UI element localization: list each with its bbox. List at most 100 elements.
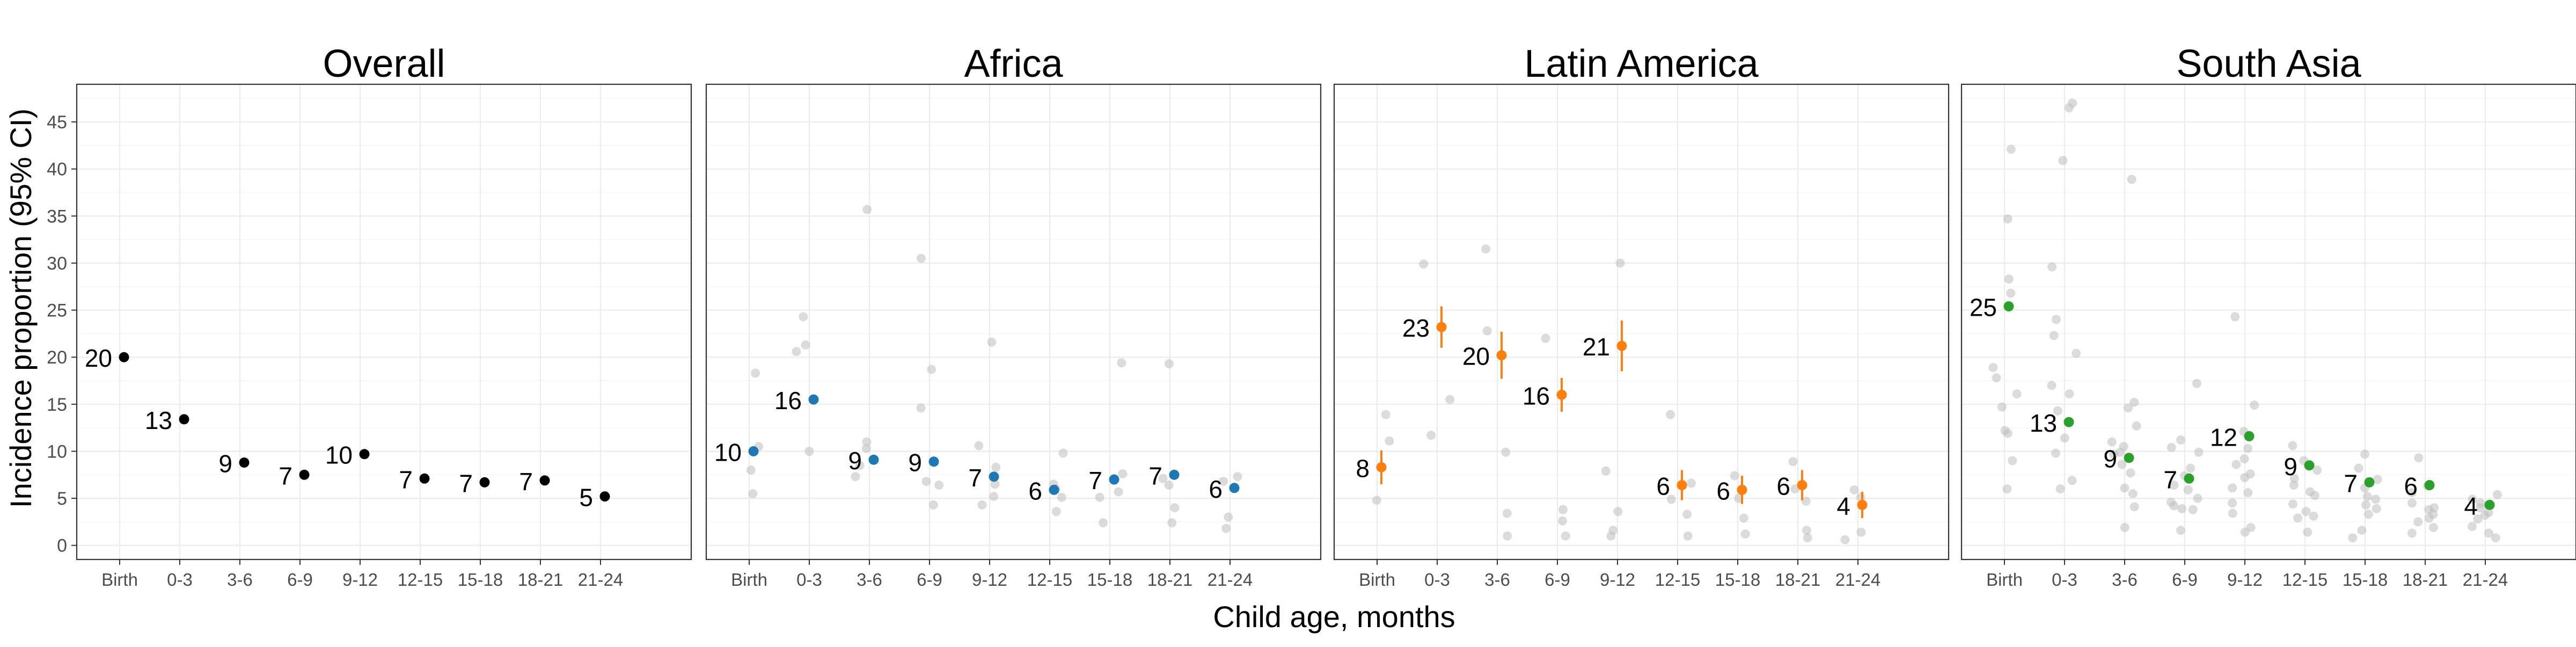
cohort-point	[2357, 526, 2367, 535]
x-tick-label: 12-15	[1655, 570, 1700, 590]
cohort-point	[2047, 262, 2057, 272]
data-label: 7	[519, 468, 533, 496]
cohort-point	[2293, 513, 2303, 523]
data-label: 7	[2163, 466, 2177, 493]
cohort-point	[2194, 447, 2204, 457]
cohort-point	[1114, 487, 1123, 497]
cohort-point	[2361, 500, 2371, 510]
cohort-point	[2360, 449, 2369, 459]
estimate-point	[239, 457, 250, 468]
cohort-point	[1803, 533, 1812, 543]
cohort-point	[1666, 495, 1676, 504]
facet-title: South Asia	[2176, 42, 2361, 85]
estimate-point	[1496, 350, 1507, 361]
x-tick-label: 6-9	[1545, 570, 1570, 590]
cohort-point	[1372, 496, 1381, 505]
cohort-point	[2117, 460, 2127, 469]
data-label: 10	[325, 441, 353, 469]
cohort-point	[2371, 495, 2381, 504]
cohort-point	[921, 477, 931, 486]
estimate-point	[1169, 469, 1180, 480]
cohort-point	[1992, 373, 2001, 383]
cohort-point	[2060, 433, 2069, 443]
data-label: 16	[1523, 382, 1550, 410]
cohort-point	[2183, 485, 2193, 495]
estimate-point	[2184, 473, 2194, 484]
data-label: 6	[1656, 472, 1670, 500]
cohort-point	[1118, 469, 1128, 479]
cohort-point	[2354, 463, 2363, 473]
estimate-point	[928, 456, 939, 467]
cohort-point	[2363, 510, 2373, 519]
data-label: 20	[85, 344, 112, 372]
cohort-point	[2123, 403, 2133, 413]
cohort-point	[2003, 428, 2012, 438]
cohort-point	[748, 489, 758, 498]
cohort-point	[2288, 499, 2297, 509]
cohort-point	[1541, 333, 1550, 343]
estimate-point	[299, 469, 310, 480]
x-tick-label: 0-3	[796, 570, 822, 590]
cohort-point	[2176, 526, 2186, 535]
cohort-point	[2373, 475, 2382, 484]
cohort-point	[2058, 156, 2068, 165]
x-tick-label: 3-6	[2112, 570, 2138, 590]
cohort-point	[990, 479, 1000, 489]
estimate-point	[989, 471, 999, 482]
data-label: 7	[399, 466, 413, 493]
cohort-point	[2067, 476, 2077, 485]
cohort-point	[2468, 495, 2477, 504]
cohort-point	[2484, 528, 2493, 538]
cohort-point	[2289, 474, 2299, 483]
cohort-point	[1802, 526, 1811, 535]
y-axis-label: Incidence proportion (95% CI)	[4, 108, 38, 508]
estimate-point	[1737, 484, 1747, 495]
cohort-point	[2006, 144, 2016, 154]
cohort-point	[2309, 511, 2318, 521]
cohort-point	[2372, 504, 2381, 513]
x-tick-label: 12-15	[1027, 570, 1072, 590]
cohort-point	[2301, 507, 2311, 517]
cohort-point	[2407, 498, 2417, 508]
data-label: 7	[459, 469, 473, 497]
data-label: 9	[2284, 453, 2297, 481]
cohort-point	[1856, 527, 1866, 537]
cohort-point	[1095, 492, 1104, 502]
cohort-point	[1849, 485, 1859, 495]
facet-title: Africa	[964, 42, 1063, 85]
data-label: 23	[1402, 314, 1430, 342]
estimate-point	[1797, 480, 1807, 491]
cohort-point	[2230, 312, 2240, 322]
y-tick-label: 10	[47, 441, 67, 462]
cohort-point	[2192, 379, 2201, 388]
x-tick-label: 6-9	[287, 570, 313, 590]
estimate-point	[1229, 483, 1240, 493]
estimate-point	[479, 477, 490, 488]
x-tick-label: Birth	[101, 570, 138, 590]
cohort-point	[2240, 473, 2250, 483]
data-label: 6	[2404, 472, 2418, 500]
cohort-point	[2467, 522, 2477, 532]
cohort-point	[2055, 484, 2065, 494]
cohort-point	[2129, 397, 2139, 407]
cohort-point	[2243, 488, 2253, 498]
x-tick-label: 0-3	[167, 570, 193, 590]
x-tick-label: 15-18	[1715, 570, 1760, 590]
x-tick-label: 21-24	[1208, 570, 1253, 590]
data-label: 9	[848, 447, 862, 475]
cohort-point	[1503, 531, 1512, 541]
cohort-point	[851, 472, 860, 482]
cohort-point	[2129, 502, 2139, 512]
data-label: 6	[1209, 475, 1223, 503]
cohort-point	[989, 492, 999, 501]
cohort-point	[1683, 531, 1693, 541]
data-label: 16	[774, 387, 802, 415]
estimate-point	[1376, 462, 1387, 472]
cohort-point	[1164, 481, 1174, 490]
x-tick-label: Birth	[1359, 570, 1395, 590]
cohort-point	[1058, 448, 1068, 458]
cohort-point	[1164, 359, 1174, 368]
grid-lines	[706, 84, 1321, 559]
panel-border	[1960, 83, 2576, 561]
